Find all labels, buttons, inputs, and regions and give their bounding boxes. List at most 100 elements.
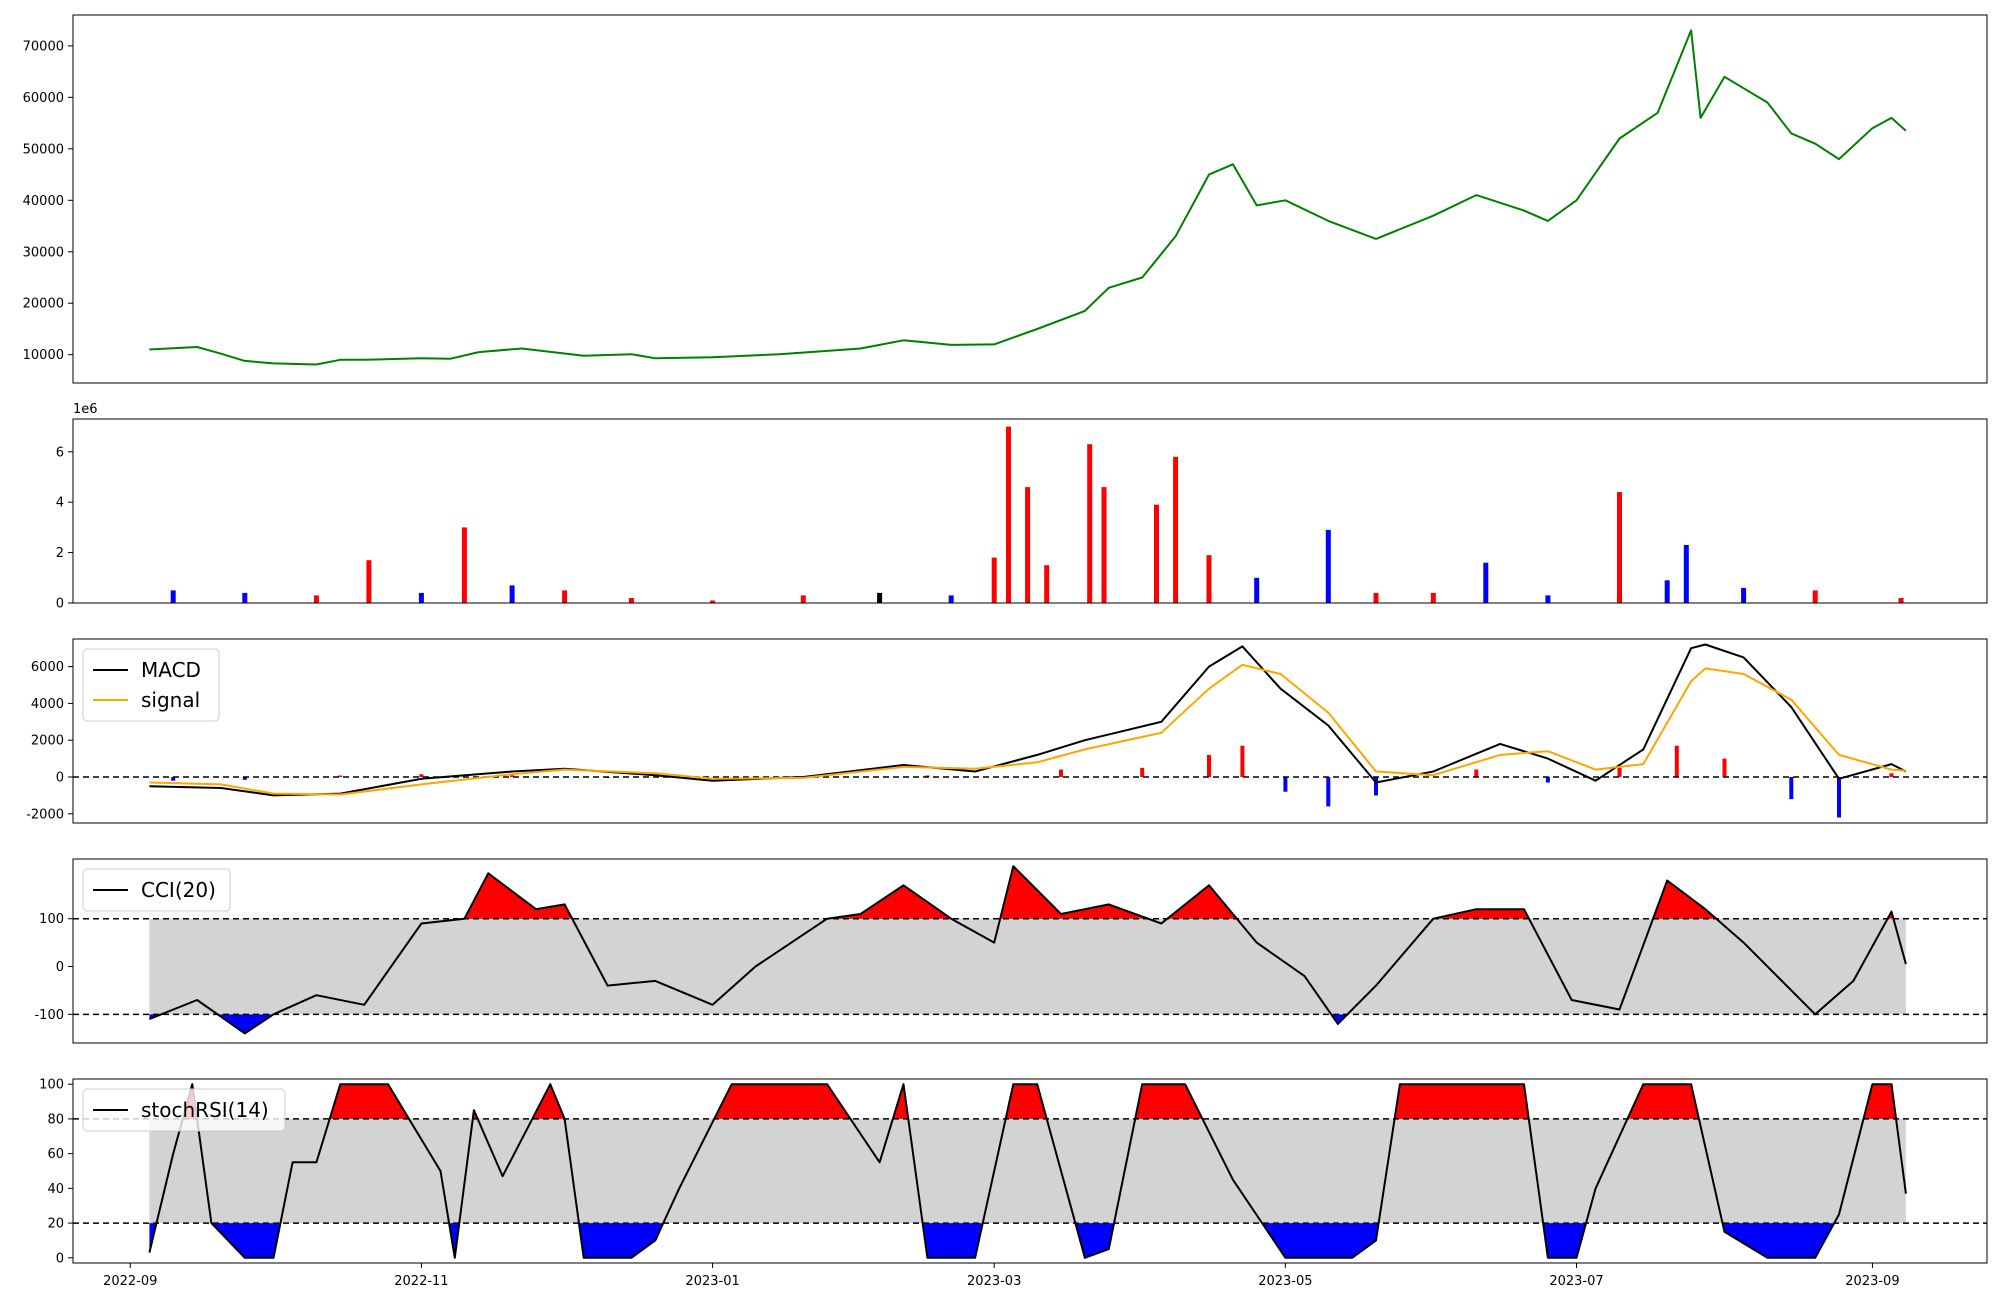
volume-bar xyxy=(1154,504,1159,603)
y-tick-label: 50000 xyxy=(23,142,64,157)
neutral-band xyxy=(149,918,1906,1015)
volume-bar xyxy=(1430,592,1436,603)
overbought-fill xyxy=(1167,885,1237,919)
y-tick-label: 40 xyxy=(47,1182,64,1197)
overbought-fill xyxy=(532,1084,565,1119)
x-tick-label: 2023-05 xyxy=(1258,1274,1312,1289)
oscillator-line xyxy=(148,1083,1907,1259)
volume-bar xyxy=(418,592,424,603)
oversold-fill xyxy=(217,1014,274,1034)
macd-histogram-bar xyxy=(1140,767,1145,777)
volume-bar xyxy=(1617,492,1622,603)
volume-bar xyxy=(1483,562,1489,603)
panel-volume: 0 2 4 6 1e6 xyxy=(56,402,1988,612)
volume-scale-label: 1e6 xyxy=(73,402,98,417)
legend-label: stochRSI(14) xyxy=(141,1098,269,1122)
y-tick-label: 70000 xyxy=(23,39,64,54)
overbought-fill xyxy=(1005,1084,1047,1119)
macd-histogram-bar xyxy=(1722,758,1727,777)
x-tick-label: 2023-09 xyxy=(1845,1274,1899,1289)
panel-frame xyxy=(72,1078,1988,1264)
macd-histogram-bar xyxy=(1674,745,1679,777)
y-tick-label: 80 xyxy=(47,1112,64,1127)
panel-background xyxy=(73,639,1987,823)
volume-bar xyxy=(1101,487,1107,603)
volume-bar xyxy=(509,585,515,603)
volume-bar xyxy=(1006,426,1011,603)
volume-bar xyxy=(1087,444,1093,603)
y-tick-label: 20 xyxy=(47,1217,64,1232)
oscillator-line xyxy=(149,865,1907,1035)
macd-histogram-bar xyxy=(338,775,343,777)
legend-box xyxy=(82,1088,286,1132)
panel-frame xyxy=(72,418,1988,604)
panel-frame xyxy=(72,638,1988,824)
x-tick-label: 2023-01 xyxy=(685,1274,739,1289)
overbought-fill xyxy=(1394,1084,1529,1119)
legend-label: MACD xyxy=(141,658,201,682)
price-line xyxy=(149,29,1907,366)
volume-bar xyxy=(948,595,954,603)
volume-bar xyxy=(1173,456,1179,603)
overbought-fill xyxy=(1135,1084,1203,1119)
y-tick-label: 10000 xyxy=(23,348,64,363)
x-tick-label: 2022-09 xyxy=(103,1274,157,1289)
volume-bar xyxy=(170,590,176,603)
volume-bar xyxy=(1898,598,1904,603)
volume-bar xyxy=(1044,565,1050,603)
volume-bar xyxy=(800,595,806,603)
y-tick-label: 60000 xyxy=(23,91,64,106)
panel-background xyxy=(73,15,1987,383)
volume-bar xyxy=(562,590,568,603)
panel-price: 10000 20000 30000 40000 50000 60000 70000 xyxy=(23,14,1988,384)
oversold-fill xyxy=(1543,1223,1587,1258)
volume-bar xyxy=(1325,529,1331,603)
panel-frame xyxy=(72,14,1988,384)
volume-bar xyxy=(1812,590,1818,603)
overbought-fill xyxy=(329,1084,409,1119)
overbought-fill xyxy=(1653,880,1717,919)
macd-histogram-bar xyxy=(242,777,247,780)
y-tick-label: 60 xyxy=(47,1147,64,1162)
volume-bar xyxy=(1206,555,1212,603)
legend-box xyxy=(82,868,231,912)
volume-bar xyxy=(1545,595,1551,603)
overbought-fill xyxy=(1627,1084,1699,1119)
y-tick-label: 0 xyxy=(56,597,64,612)
volume-bar xyxy=(242,592,248,603)
macd-histogram-bar xyxy=(1545,777,1550,783)
volume-bar xyxy=(313,595,319,603)
macd-series-signal xyxy=(149,663,1906,796)
macd-histogram-bar xyxy=(1837,777,1841,818)
oversold-fill xyxy=(1722,1223,1835,1258)
y-tick-label: 0 xyxy=(56,771,64,786)
oversold-fill xyxy=(922,1223,983,1258)
volume-bar xyxy=(1664,580,1670,603)
macd-histogram-bar xyxy=(510,775,515,777)
legend-box xyxy=(82,648,220,722)
y-tick-label: 2 xyxy=(56,546,64,561)
y-tick-label: 2000 xyxy=(31,734,64,749)
y-tick-label: -2000 xyxy=(26,807,64,822)
y-tick-label: 4 xyxy=(56,496,64,511)
panel-frame xyxy=(72,858,1988,1044)
overbought-fill xyxy=(1433,909,1529,919)
y-tick-label: 0 xyxy=(56,960,64,975)
macd-histogram-bar xyxy=(1326,777,1331,807)
oversold-fill xyxy=(1262,1223,1379,1258)
macd-histogram-bar xyxy=(1617,767,1622,777)
macd-histogram-bar xyxy=(1889,773,1894,777)
x-tick-label: 2023-03 xyxy=(967,1274,1021,1289)
x-tick-label: 2023-07 xyxy=(1549,1274,1603,1289)
macd-histogram-bar xyxy=(1374,777,1378,796)
y-tick-label: 4000 xyxy=(31,697,64,712)
oversold-fill xyxy=(449,1223,460,1258)
neutral-band xyxy=(149,1118,1906,1224)
volume-bar xyxy=(461,527,467,603)
volume-bar xyxy=(1025,487,1031,603)
oversold-fill xyxy=(1075,1223,1114,1258)
volume-bar xyxy=(991,557,997,603)
volume-bar xyxy=(1683,545,1689,603)
macd-histogram-bar xyxy=(1059,769,1063,777)
